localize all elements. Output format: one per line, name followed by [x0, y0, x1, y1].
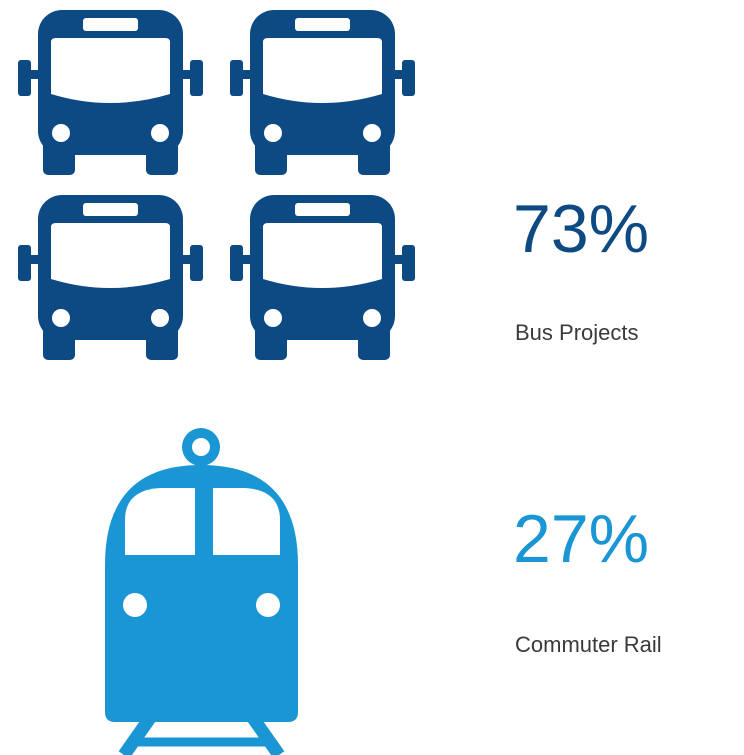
bus-icon	[230, 10, 415, 175]
bus-icons	[18, 10, 415, 360]
bus-icon	[18, 10, 203, 175]
bus-icon	[18, 195, 203, 360]
train-icon	[105, 428, 298, 755]
rail-percent: 27%	[513, 501, 649, 577]
bus-icon	[230, 195, 415, 360]
rail-label: Commuter Rail	[515, 632, 662, 657]
bus-percent: 73%	[513, 191, 649, 267]
bus-label: Bus Projects	[515, 320, 639, 345]
